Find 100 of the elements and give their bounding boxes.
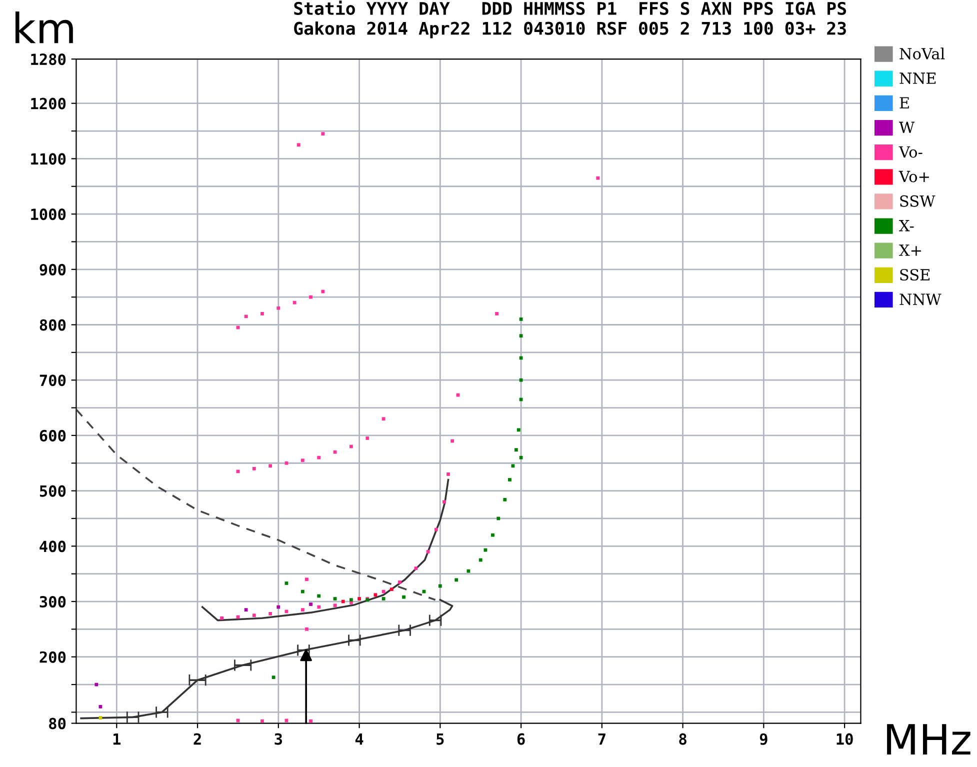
y-tick-label: 300 [40, 596, 66, 608]
x-tick-label: 1 [113, 733, 121, 745]
point [333, 597, 337, 600]
x-tick-label: 6 [517, 733, 525, 745]
y-tick-label: 1280 [31, 54, 66, 66]
point [516, 428, 520, 432]
point [454, 578, 458, 582]
legend-label: SSW [900, 195, 936, 207]
point [426, 550, 430, 554]
point [268, 612, 272, 616]
point [272, 676, 276, 680]
point [390, 588, 394, 592]
point [358, 597, 361, 600]
point [309, 602, 312, 606]
point [349, 600, 353, 604]
legend-label: SSE [900, 268, 930, 281]
point [268, 464, 272, 468]
point [309, 295, 312, 299]
point [252, 614, 256, 618]
line-series [80, 598, 454, 720]
point [244, 608, 248, 612]
point [519, 334, 523, 338]
legend-label: W [899, 122, 915, 133]
legend-label: Vo- [898, 146, 922, 158]
point [519, 378, 523, 382]
y-tick-label: 900 [40, 264, 66, 276]
legend-label: X- [899, 220, 914, 232]
point [519, 456, 523, 460]
point [300, 608, 304, 612]
legend-label: NoVal [900, 48, 945, 60]
point [374, 593, 378, 597]
x-tick-label: 5 [436, 733, 444, 745]
point [236, 470, 240, 474]
point [511, 464, 515, 468]
point [305, 578, 308, 582]
point [276, 605, 280, 609]
point [98, 716, 102, 720]
point [503, 498, 507, 502]
legend-label: NNW [900, 294, 942, 306]
point [442, 500, 446, 504]
point [292, 300, 296, 304]
point [382, 417, 386, 421]
y-tick-label: 400 [40, 540, 66, 552]
x-tick-label: 9 [760, 733, 768, 745]
y-tick-label: 600 [40, 430, 66, 442]
point [252, 466, 256, 470]
point [284, 461, 288, 465]
y-tick-label: 800 [40, 319, 66, 331]
point [519, 318, 523, 321]
point [284, 582, 288, 585]
point [402, 595, 406, 599]
point [333, 450, 337, 454]
point [305, 627, 308, 631]
point [366, 436, 370, 440]
x-tick-label: 8 [679, 733, 686, 745]
y-tick-label: 1000 [31, 208, 66, 220]
y-tick-label: 1200 [31, 98, 66, 110]
point [508, 478, 512, 482]
legend-label: Vo+ [898, 170, 929, 182]
point [450, 439, 454, 443]
x-tick-label: 3 [274, 733, 282, 745]
point [414, 566, 418, 570]
y-tick-label: 700 [40, 374, 66, 386]
line-series [76, 408, 436, 601]
legend-label: X+ [899, 244, 921, 256]
point [220, 616, 224, 620]
y-axis-title: km [16, 12, 73, 44]
point [94, 682, 98, 686]
point [349, 598, 353, 602]
y-tick-label: 200 [40, 651, 66, 663]
point [496, 516, 500, 520]
legend-label: NNE [900, 72, 936, 84]
point [478, 558, 482, 562]
point [321, 132, 325, 136]
point [296, 143, 300, 147]
point [382, 597, 386, 600]
point [446, 472, 450, 476]
point [317, 594, 321, 598]
legend-label: E [900, 97, 909, 108]
point [491, 533, 494, 537]
point [317, 456, 321, 460]
point [276, 306, 280, 310]
point [321, 290, 325, 294]
point [341, 600, 345, 604]
x-axis-title: MHz [887, 724, 970, 754]
point [398, 580, 402, 584]
x-tick-label: 7 [598, 733, 606, 745]
point [309, 719, 312, 723]
x-tick-label: 2 [194, 733, 201, 745]
point [495, 312, 498, 316]
point [438, 584, 442, 588]
point [260, 719, 264, 723]
point [300, 458, 304, 462]
chart-title: Statio YYYY DAY DDD HHMMSS P1 FFS S AXN PPS IGA PS [294, 0, 846, 15]
x-tick-label: 10 [836, 733, 853, 745]
chart-subtitle: Gakona 2014 Apr22 112 043010 RSF 005 2 713 100 03+ 23 [294, 21, 846, 38]
y-tick-label: 500 [40, 485, 66, 497]
point [98, 704, 102, 708]
line-series [201, 478, 450, 622]
point [300, 590, 304, 594]
